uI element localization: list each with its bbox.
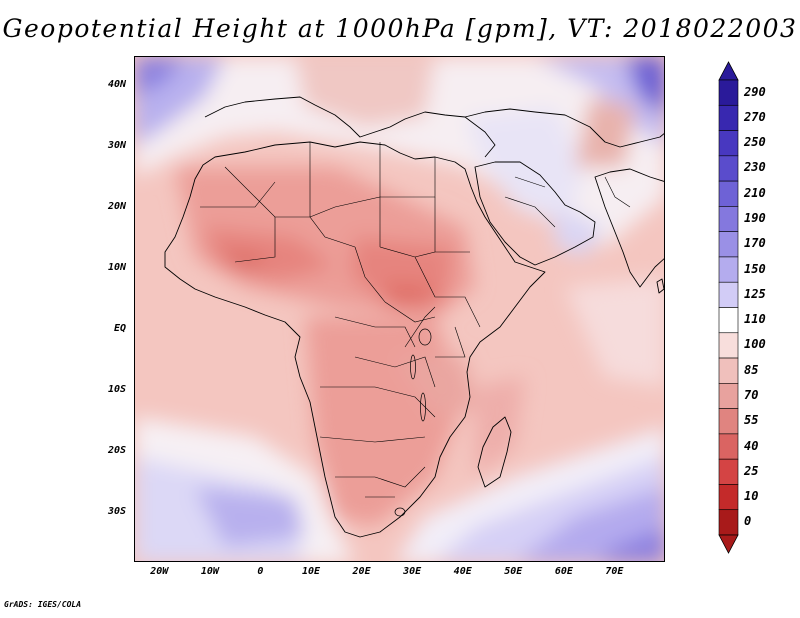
- colorbar-tick-label: 170: [744, 236, 766, 251]
- colorbar-tick-label: 25: [744, 463, 759, 478]
- coastlines: [164, 96, 664, 538]
- colorbar-swatch: [718, 433, 739, 460]
- colorbar-swatch: [718, 180, 739, 207]
- x-tick-label: 50E: [504, 566, 523, 577]
- colorbar-swatch: [718, 130, 739, 157]
- colorbar-tick-label: 85: [744, 362, 759, 377]
- footer-credit: GrADS: IGES/COLA: [4, 600, 82, 609]
- x-tick-label: 60E: [554, 566, 573, 577]
- colorbar-tick-label: 100: [744, 337, 766, 352]
- colorbar-swatch: [718, 104, 739, 131]
- map-title: Geopotential Height at 1000hPa [gpm], VT…: [2, 14, 798, 43]
- y-tick-label: 20N: [107, 201, 126, 213]
- colorbar-tick-label: 250: [744, 135, 766, 150]
- y-tick-label: 20S: [107, 445, 126, 457]
- colorbar-swatch: [718, 383, 739, 409]
- colorbar-tick-label: 40: [744, 438, 759, 453]
- colorbar-swatch: [718, 206, 739, 232]
- x-tick-label: 0: [257, 566, 264, 577]
- colorbar-swatch: [718, 281, 739, 308]
- colorbar-min-arrow: [718, 534, 739, 554]
- height-field-contours: [135, 57, 664, 561]
- country-borders: [200, 142, 631, 498]
- colorbar-tick-label: 70: [744, 387, 759, 402]
- colorbar-swatch: [718, 357, 739, 384]
- x-tick-label: 20W: [150, 566, 169, 577]
- colorbar-swatch: [718, 231, 739, 258]
- y-tick-label: 10N: [107, 262, 126, 274]
- colorbar-swatch: [718, 79, 739, 106]
- colorbar-swatch: [718, 332, 739, 359]
- x-tick-label: 40E: [453, 566, 472, 577]
- colorbar-max-arrow: [718, 61, 739, 81]
- x-tick-label: 20E: [352, 566, 371, 577]
- y-tick-label: EQ: [113, 323, 126, 335]
- colorbar-tick-label: 55: [744, 413, 759, 428]
- x-tick-label: 70E: [605, 566, 624, 577]
- colorbar-tick-label: 0: [744, 514, 752, 529]
- colorbar-swatch: [718, 458, 739, 485]
- colorbar-tick-label: 290: [744, 84, 766, 99]
- colorbar-tick-label: 10: [744, 489, 759, 504]
- colorbar-swatch: [718, 509, 739, 536]
- colorbar-swatch: [718, 408, 739, 435]
- colorbar-tick-label: 110: [744, 312, 766, 327]
- colorbar-swatch: [718, 484, 739, 511]
- colorbar-tick-label: 210: [744, 185, 766, 200]
- x-tick-label: 10W: [200, 566, 219, 577]
- x-tick-label: 30E: [403, 566, 422, 577]
- colorbar-swatch: [718, 256, 739, 283]
- colorbar-swatch: [718, 155, 739, 182]
- colorbar-tick-label: 190: [744, 211, 766, 226]
- lakes: [394, 328, 432, 517]
- y-tick-label: 40N: [107, 79, 126, 91]
- y-tick-label: 10S: [107, 384, 126, 396]
- x-tick-label: 10E: [301, 566, 321, 577]
- colorbar-tick-label: 125: [744, 286, 766, 301]
- colorbar-tick-label: 150: [744, 261, 766, 276]
- colorbar-tick-label: 230: [744, 160, 766, 175]
- geopotential-height-map: [135, 57, 664, 561]
- y-tick-label: 30N: [107, 140, 126, 152]
- map-panel: [134, 56, 665, 562]
- y-tick-label: 30S: [107, 506, 126, 518]
- colorbar-swatch: [718, 307, 739, 334]
- colorbar-tick-label: 270: [744, 109, 766, 124]
